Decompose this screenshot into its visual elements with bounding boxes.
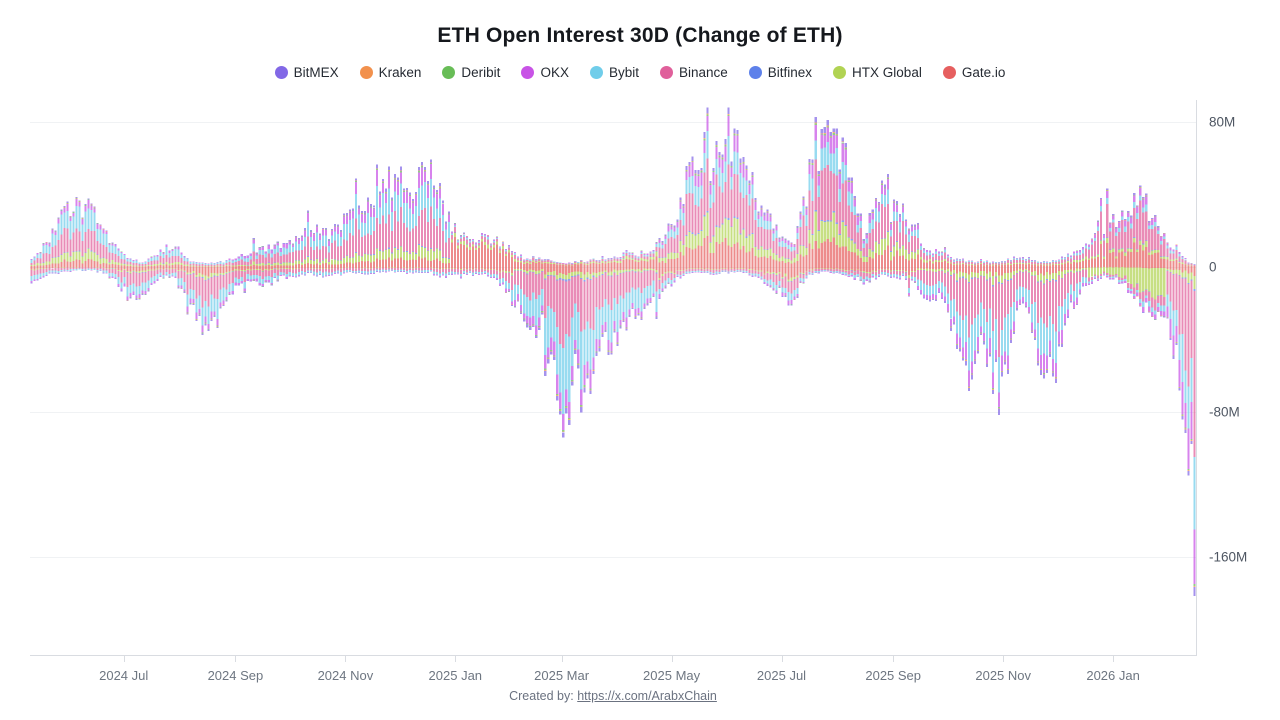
legend-label: HTX Global — [852, 64, 922, 80]
legend: BitMEX Kraken Deribit OKX Bybit Binance Bitfin… — [0, 61, 1280, 83]
legend-swatch-icon — [442, 65, 456, 79]
chart-title: ETH Open Interest 30D (Change of ETH) — [437, 24, 843, 47]
legend-label: Kraken — [378, 64, 422, 80]
gridlines — [30, 122, 1196, 558]
legend-swatch-icon — [274, 65, 288, 79]
legend-swatch-icon — [833, 65, 847, 79]
legend-item-gate-io[interactable]: Gate.io — [942, 64, 1006, 80]
legend-item-bybit[interactable]: Bybit — [589, 64, 639, 80]
credit-link[interactable]: https://x.com/ArabxChain — [577, 689, 717, 703]
legend-item-bitmex[interactable]: BitMEX — [274, 64, 339, 80]
legend-label: Bybit — [608, 64, 639, 80]
legend-swatch-icon — [521, 65, 535, 79]
legend-item-bitfinex[interactable]: Bitfinex — [748, 64, 813, 80]
legend-swatch-icon — [359, 65, 373, 79]
legend-swatch-icon — [942, 65, 956, 79]
legend-item-kraken[interactable]: Kraken — [359, 64, 422, 80]
legend-label: OKX — [540, 64, 569, 80]
x-axis-labels: 2024 Jul 2024 Sep 2024 Nov 2025 Jan 2025 Mar… — [99, 668, 1140, 683]
chart-credit: Created by: https://x.com/ArabxChain — [30, 689, 1196, 703]
legend-label: BitMEX — [293, 64, 339, 80]
axis-lines — [30, 100, 1197, 662]
legend-item-okx[interactable]: OKX — [521, 65, 569, 80]
credit-label: Created by: — [509, 689, 574, 703]
legend-swatch-icon — [589, 65, 603, 79]
legend-label: Deribit — [461, 64, 501, 80]
legend-swatch-icon — [659, 65, 673, 79]
legend-label: Bitfinex — [767, 64, 813, 80]
legend-label: Binance — [678, 64, 728, 80]
bars-group — [30, 107, 1196, 597]
legend-item-htx-global[interactable]: HTX Global — [833, 65, 922, 80]
legend-item-binance[interactable]: Binance — [659, 64, 728, 80]
legend-label: Gate.io — [961, 64, 1006, 80]
legend-item-deribit[interactable]: Deribit — [442, 65, 500, 80]
legend-swatch-icon — [748, 65, 762, 79]
